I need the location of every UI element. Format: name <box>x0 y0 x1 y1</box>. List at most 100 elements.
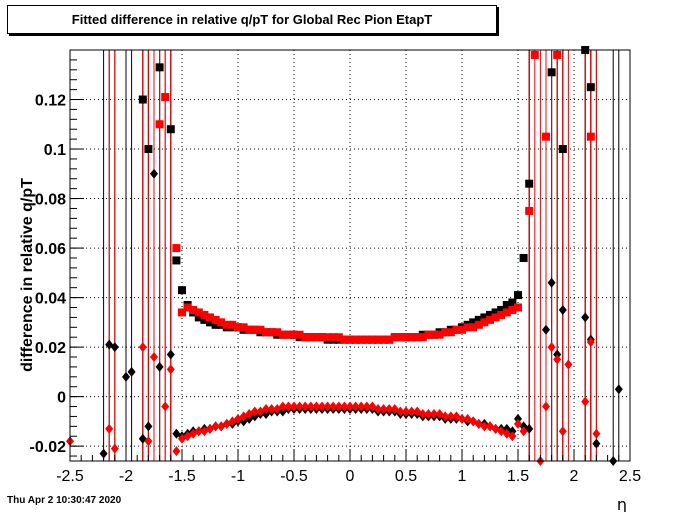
data-point-square <box>290 330 298 339</box>
data-point-diamond <box>581 312 590 323</box>
data-point-square <box>441 328 450 337</box>
data-point-square <box>497 305 506 314</box>
data-point-square <box>256 325 265 334</box>
data-point-diamond <box>592 438 601 449</box>
data-point-square <box>458 325 466 334</box>
data-point-square <box>334 333 343 342</box>
data-point-diamond <box>441 411 450 422</box>
data-point-square <box>519 253 528 262</box>
x-tick-label: 0.5 <box>395 468 417 485</box>
data-point-diamond <box>323 401 332 412</box>
data-point-square <box>463 323 472 332</box>
data-point-square <box>172 256 181 265</box>
data-point-diamond <box>586 337 595 348</box>
data-point-square <box>351 335 360 344</box>
error-bars <box>69 50 620 461</box>
data-point-square <box>497 310 506 319</box>
x-tick-label: -2.5 <box>56 468 84 485</box>
data-point-square <box>446 328 455 337</box>
data-point-square <box>469 318 478 327</box>
y-tick-label: 0 <box>57 390 66 407</box>
data-point-square <box>323 333 332 342</box>
data-point-square <box>155 63 164 72</box>
data-point-diamond <box>542 324 550 335</box>
data-point-diamond <box>357 401 366 412</box>
data-point-square <box>418 333 427 342</box>
y-tick-label: 0.06 <box>35 241 66 258</box>
data-point-square <box>340 335 349 344</box>
data-point-diamond <box>150 352 158 363</box>
data-point-square <box>206 313 214 322</box>
data-point-square <box>206 318 214 327</box>
x-tick-label: 1 <box>458 468 467 485</box>
data-point-diamond <box>172 446 181 457</box>
data-point-square <box>502 308 511 317</box>
y-axis-label: difference in relative q/pT <box>19 178 36 372</box>
data-point-square <box>586 83 595 92</box>
data-point-diamond <box>362 401 371 412</box>
data-point-square <box>228 320 237 329</box>
data-point-square <box>273 328 282 337</box>
data-point-diamond <box>446 411 455 422</box>
data-point-diamond <box>374 404 382 415</box>
data-point-square <box>295 330 304 339</box>
data-point-diamond <box>558 304 567 315</box>
data-point-square <box>262 328 270 337</box>
data-point-square <box>239 323 248 332</box>
data-point-square <box>547 68 556 77</box>
data-point-square <box>402 333 410 342</box>
y-tick-label: 0.02 <box>35 340 66 357</box>
data-point-square <box>178 286 186 295</box>
data-point-diamond <box>295 401 304 412</box>
data-point-diamond <box>519 426 528 437</box>
data-point-square <box>474 320 483 329</box>
data-point-square <box>245 325 254 334</box>
data-point-diamond <box>340 401 349 412</box>
data-point-square <box>480 313 489 322</box>
data-point-diamond <box>155 361 164 372</box>
data-point-diamond <box>508 431 517 442</box>
data-point-square <box>491 313 500 322</box>
data-point-square <box>374 335 382 344</box>
timestamp: Thu Apr 2 10:30:47 2020 <box>7 495 122 506</box>
data-point-diamond <box>161 401 170 412</box>
data-point-square <box>278 330 287 339</box>
data-point-diamond <box>407 406 416 417</box>
data-point-diamond <box>127 366 136 377</box>
data-point-diamond <box>318 401 326 412</box>
data-point-square <box>474 315 483 324</box>
x-tick-label: -0.5 <box>280 468 308 485</box>
data-point-square <box>514 303 522 312</box>
data-point-square <box>138 95 147 104</box>
data-point-diamond <box>110 342 119 353</box>
data-point-square <box>346 335 354 344</box>
data-point-diamond <box>166 364 175 375</box>
data-point-diamond <box>166 349 175 360</box>
axes: -2.5 -2 -1.5 -1 -0.5 0 0.5 1 1.5 2 2.5 -0.02 0 0.02 0.… <box>30 59 641 485</box>
data-point-diamond <box>306 401 315 412</box>
data-point-diamond <box>278 401 287 412</box>
data-point-square <box>430 330 438 339</box>
data-point-diamond <box>564 359 573 370</box>
data-point-diamond <box>334 401 343 412</box>
data-point-square <box>267 328 276 337</box>
data-point-square <box>542 132 550 141</box>
data-point-diamond <box>430 408 438 419</box>
data-point-square <box>491 308 500 317</box>
data-point-square <box>172 244 181 253</box>
data-point-diamond <box>547 277 556 288</box>
data-point-diamond <box>250 406 259 417</box>
data-point-diamond <box>138 342 147 353</box>
data-point-square <box>435 330 444 339</box>
data-point-square <box>390 333 399 342</box>
data-point-square <box>558 145 567 154</box>
x-tick-label: 2.5 <box>619 468 641 485</box>
data-point-square <box>525 179 534 188</box>
data-point-square <box>502 301 511 310</box>
data-point-diamond <box>312 401 321 412</box>
data-point-square <box>508 305 517 314</box>
y-tick-label: 0.08 <box>35 192 66 209</box>
data-point-square <box>250 325 259 334</box>
data-point-square <box>368 335 377 344</box>
data-point-diamond <box>614 384 623 395</box>
